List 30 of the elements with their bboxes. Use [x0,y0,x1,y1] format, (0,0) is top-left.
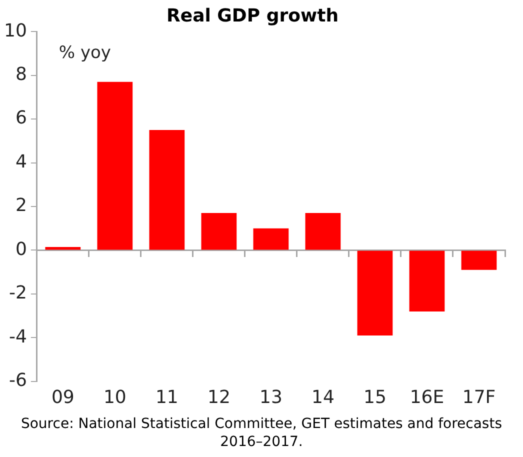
y-tick-label: 6 [15,108,27,129]
bar [149,130,185,250]
y-tick-label: 0 [15,238,27,260]
bar [409,250,445,312]
bar [253,228,289,250]
x-tick-label: 17F [462,386,496,408]
x-tick-label: 14 [312,386,334,408]
bar [305,213,341,250]
x-tick-label: 12 [207,386,230,408]
chart-title: Real GDP growth [166,5,339,26]
y-tick-label: -6 [8,370,27,392]
bar [461,250,497,270]
annotation: % yoy [58,42,111,63]
bar [357,250,393,336]
x-tick-label: 15 [364,386,386,408]
bar [201,213,237,250]
x-tick-label: 10 [103,386,126,408]
source-note: Source: National Statistical Committee, GET estimates and forecasts 2016–2017. [20,415,504,451]
bar [45,246,81,250]
y-tick-label: 4 [15,151,27,172]
x-tick-label: 13 [260,386,282,408]
y-tick-label: 10 [4,20,27,42]
x-tick-label: 09 [51,386,74,408]
y-tick-label: 8 [15,64,27,85]
y-tick-label: -2 [8,282,27,304]
x-tick-label: 11 [155,386,178,408]
y-tick-label: 2 [15,195,27,216]
x-tick-label: 16E [410,386,444,408]
y-tick-label: -4 [8,326,27,348]
bar [97,82,133,250]
